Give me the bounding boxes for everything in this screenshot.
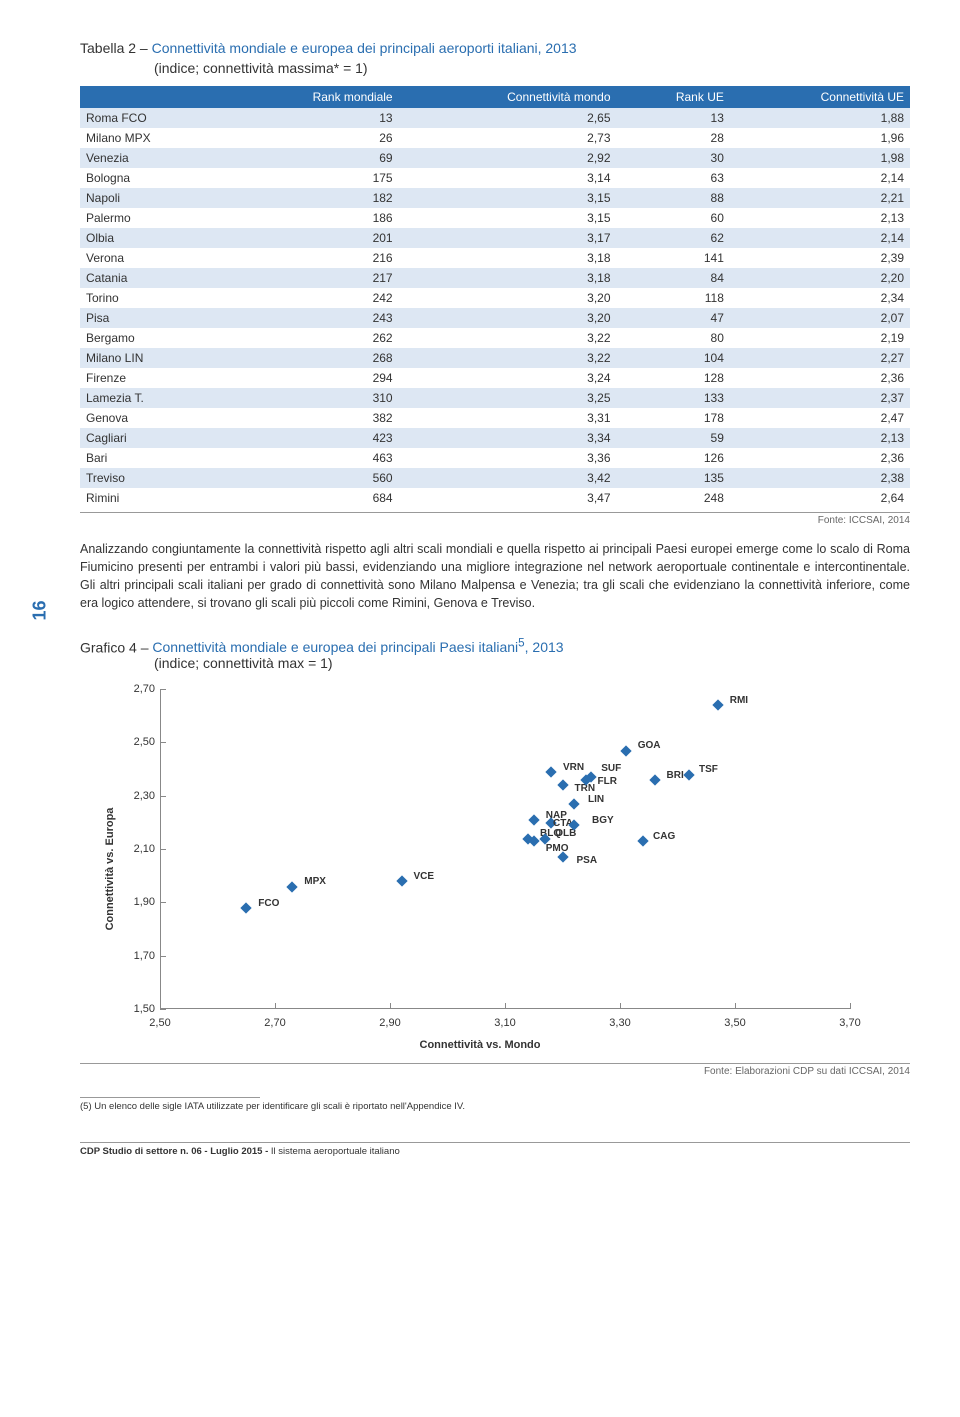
x-tick: 3,70 — [839, 1017, 860, 1029]
table-row: Bergamo2623,22802,19 — [80, 328, 910, 348]
footnote-rule — [80, 1097, 260, 1098]
table-row: Catania2173,18842,20 — [80, 268, 910, 288]
table-header: Rank UE — [617, 86, 730, 108]
table-row: Treviso5603,421352,38 — [80, 468, 910, 488]
table-row: Genova3823,311782,47 — [80, 408, 910, 428]
x-axis-label: Connettività vs. Mondo — [420, 1039, 541, 1051]
table-row: Torino2423,201182,34 — [80, 288, 910, 308]
footnote: (5) Un elenco delle sigle IATA utilizzat… — [80, 1101, 910, 1112]
table-row: Lamezia T.3103,251332,37 — [80, 388, 910, 408]
table-row: Bari4633,361262,36 — [80, 448, 910, 468]
point-label: TSF — [699, 764, 718, 775]
table-row: Pisa2433,20472,07 — [80, 308, 910, 328]
y-tick: 1,90 — [100, 896, 155, 908]
table-row: Milano LIN2683,221042,27 — [80, 348, 910, 368]
table-header — [80, 86, 225, 108]
table-title: Tabella 2 – Connettività mondiale e euro… — [80, 40, 910, 56]
body-paragraph: Analizzando congiuntamente la connettivi… — [80, 540, 910, 613]
y-tick: 2,10 — [100, 843, 155, 855]
table-header: Connettività mondo — [399, 86, 617, 108]
point-label: PSA — [577, 855, 598, 866]
table-row: Palermo1863,15602,13 — [80, 208, 910, 228]
table-row: Napoli1823,15882,21 — [80, 188, 910, 208]
point-label: BRI — [667, 770, 684, 781]
table-header: Rank mondiale — [225, 86, 399, 108]
point-label: VCE — [414, 871, 435, 882]
table-subtitle: (indice; connettività massima* = 1) — [154, 60, 910, 76]
point-label: GOA — [638, 740, 661, 751]
page-number: 16 — [30, 600, 51, 620]
table-header: Connettività UE — [730, 86, 910, 108]
point-label: RMI — [730, 695, 748, 706]
y-tick: 2,50 — [100, 736, 155, 748]
table-row: Olbia2013,17622,14 — [80, 228, 910, 248]
y-tick: 2,30 — [100, 790, 155, 802]
x-tick: 2,70 — [264, 1017, 285, 1029]
bottom-citation: CDP Studio di settore n. 06 - Luglio 201… — [80, 1146, 910, 1157]
connectivity-table: Rank mondialeConnettività mondoRank UECo… — [80, 86, 910, 508]
point-label: VRN — [563, 762, 584, 773]
point-label: LIN — [588, 794, 604, 805]
point-label: FLR — [598, 776, 617, 787]
table-source: Fonte: ICCSAI, 2014 — [80, 512, 910, 526]
point-label: MPX — [304, 876, 326, 887]
scatter-chart: Connettività vs. Europa Connettività vs.… — [100, 679, 860, 1059]
chart-source: Fonte: Elaborazioni CDP su dati ICCSAI, … — [80, 1063, 910, 1077]
point-label: BGY — [592, 815, 614, 826]
x-tick: 3,10 — [494, 1017, 515, 1029]
y-tick: 1,70 — [100, 950, 155, 962]
chart-title: Grafico 4 – Connettività mondiale e euro… — [80, 637, 910, 656]
table-row: Bologna1753,14632,14 — [80, 168, 910, 188]
y-axis-label: Connettività vs. Europa — [104, 808, 116, 931]
x-tick: 3,30 — [609, 1017, 630, 1029]
x-tick: 3,50 — [724, 1017, 745, 1029]
bottom-rule — [80, 1142, 910, 1143]
point-label: SUF — [601, 763, 621, 774]
y-tick: 1,50 — [100, 1003, 155, 1015]
table-row: Milano MPX262,73281,96 — [80, 128, 910, 148]
table-row: Roma FCO132,65131,88 — [80, 108, 910, 128]
point-label: FCO — [258, 898, 279, 909]
y-tick: 2,70 — [100, 683, 155, 695]
x-tick: 2,50 — [149, 1017, 170, 1029]
table-row: Venezia692,92301,98 — [80, 148, 910, 168]
x-tick: 2,90 — [379, 1017, 400, 1029]
point-label: CAG — [653, 831, 675, 842]
table-row: Rimini6843,472482,64 — [80, 488, 910, 508]
chart-subtitle: (indice; connettività max = 1) — [154, 655, 910, 671]
table-row: Firenze2943,241282,36 — [80, 368, 910, 388]
table-row: Verona2163,181412,39 — [80, 248, 910, 268]
table-row: Cagliari4233,34592,13 — [80, 428, 910, 448]
